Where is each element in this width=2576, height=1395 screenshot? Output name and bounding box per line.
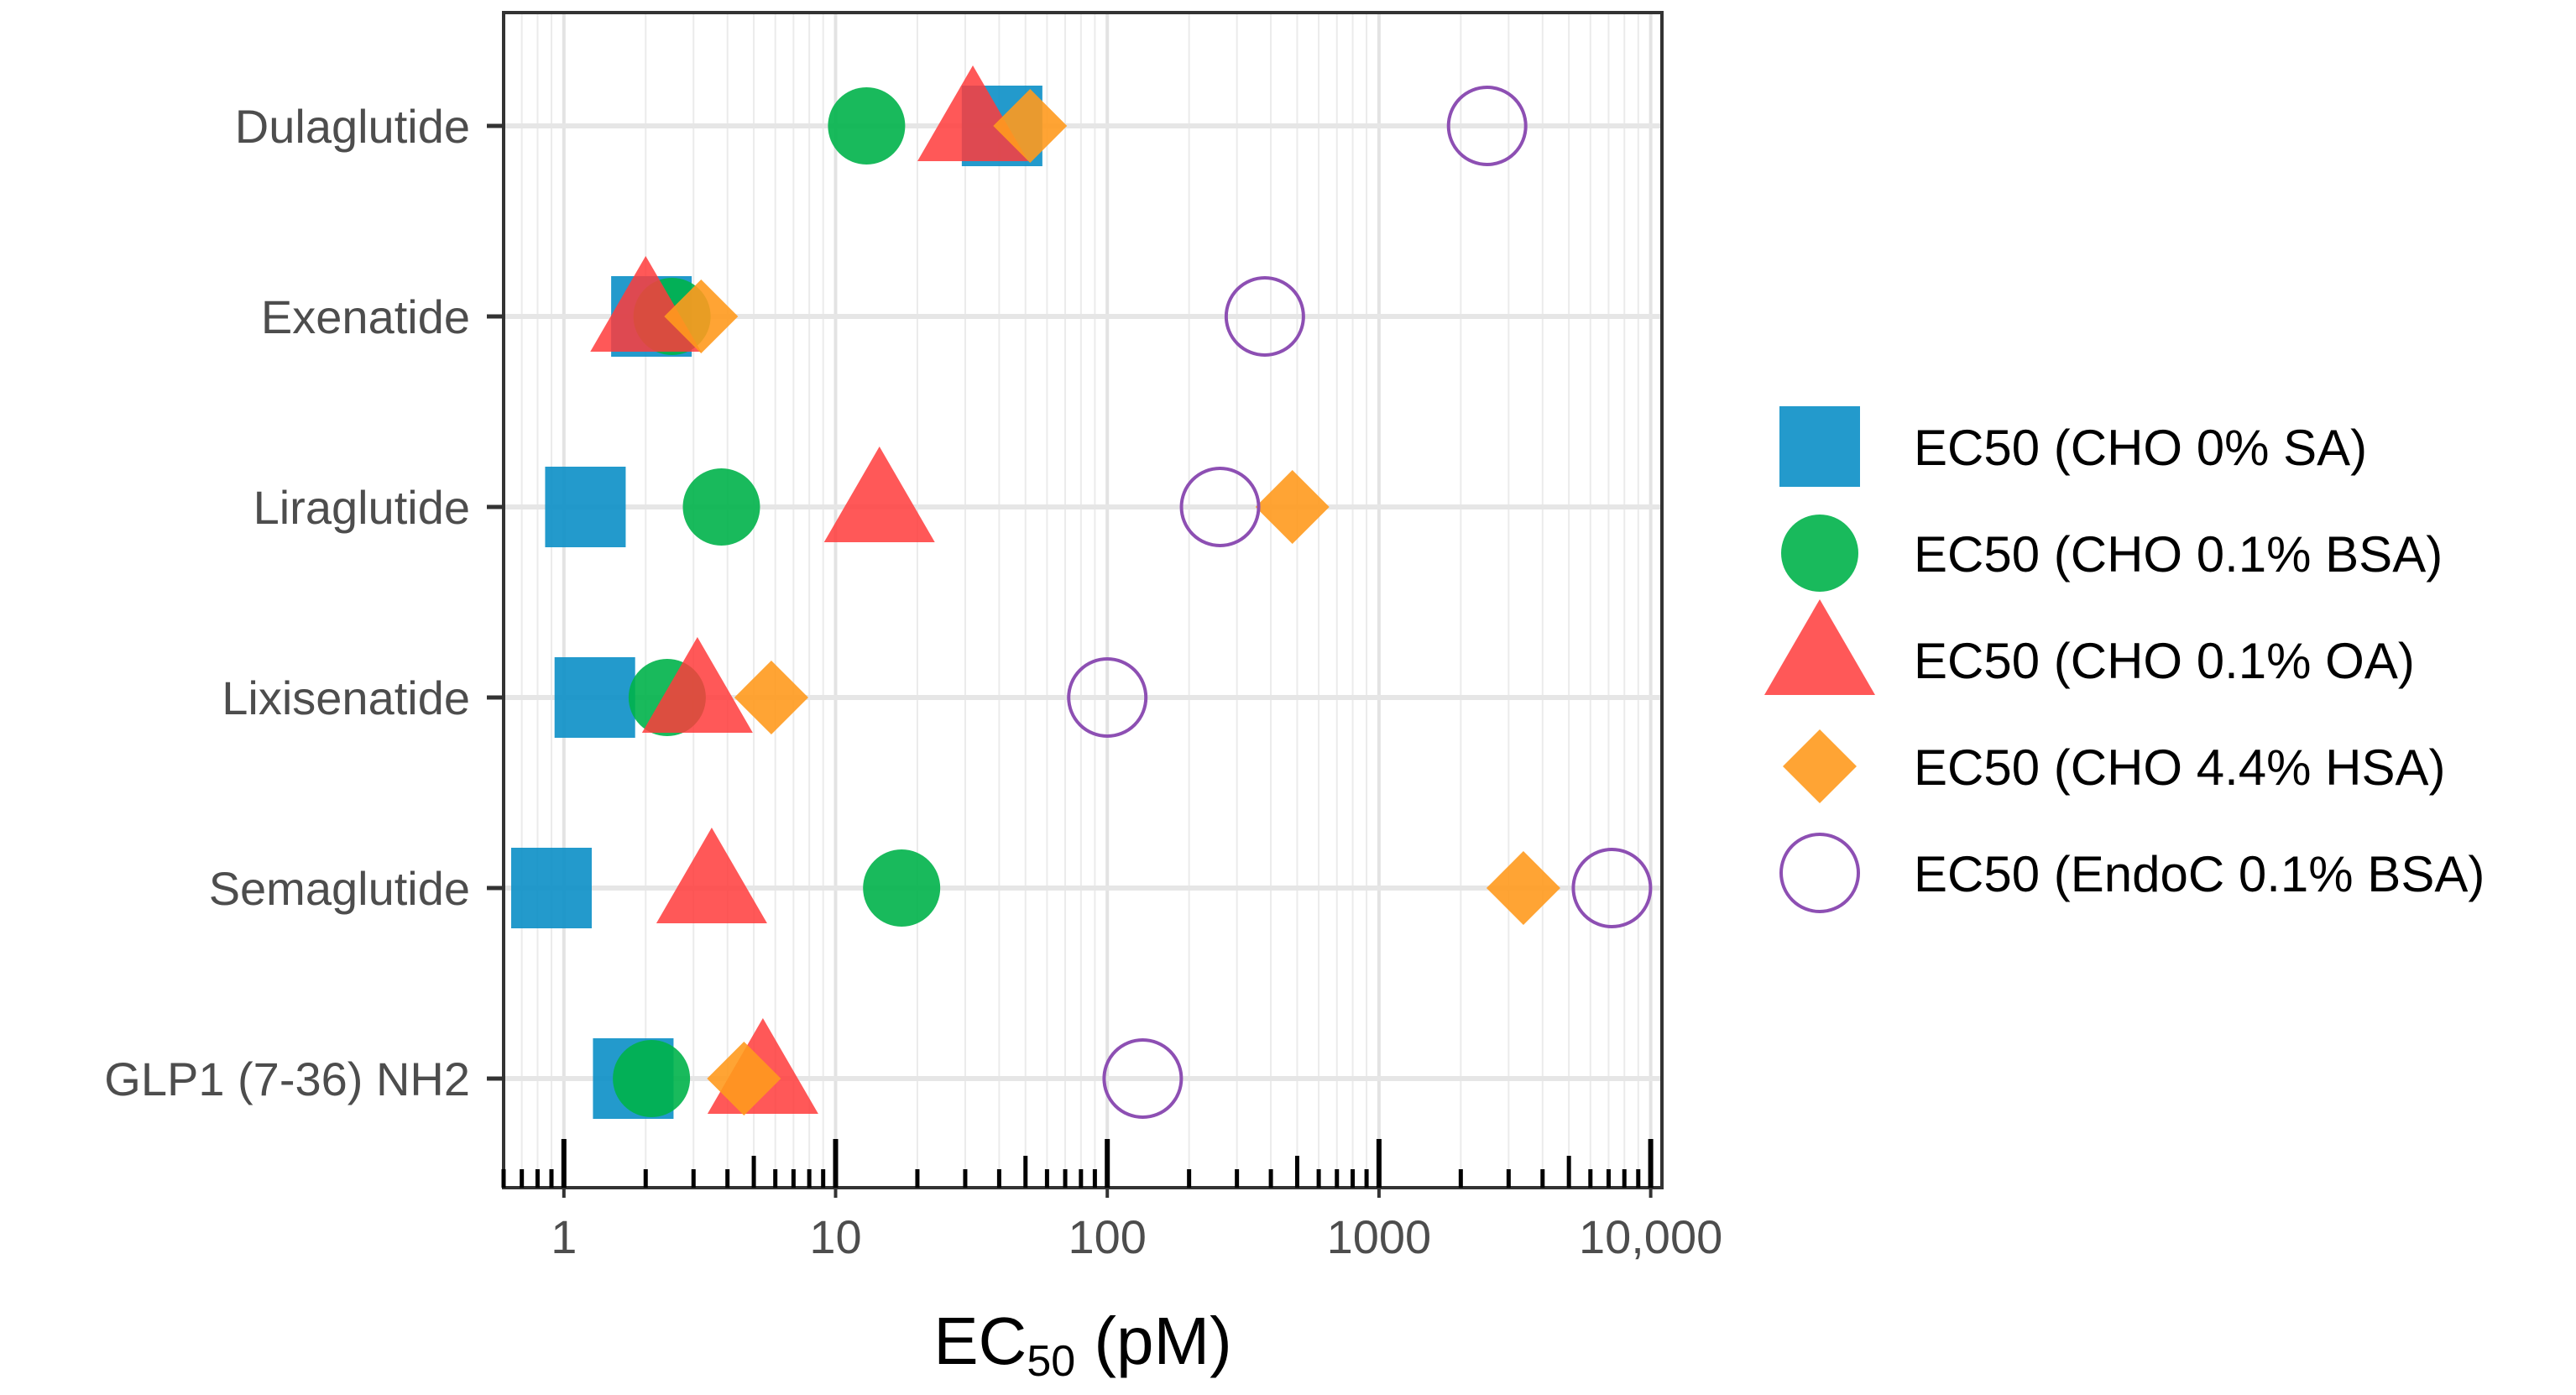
legend-key-circle bbox=[1779, 833, 1860, 913]
legend-key-diamond bbox=[1783, 729, 1857, 803]
data-point-circle bbox=[1102, 1038, 1183, 1119]
data-point-circle bbox=[1067, 657, 1148, 738]
data-point-circle bbox=[613, 1040, 691, 1117]
data-point-diamond bbox=[1255, 470, 1330, 544]
data-marks bbox=[511, 65, 1653, 1119]
axes-layer: 1 10 100 1000 10,000 bbox=[487, 123, 1722, 1263]
legend-item: EC50 (CHO 4.4% HSA) bbox=[1783, 729, 2446, 803]
data-point-diamond bbox=[707, 1042, 781, 1115]
category-label: Dulaglutide bbox=[235, 100, 470, 153]
data-point-diamond bbox=[1486, 851, 1560, 925]
data-point-square bbox=[511, 848, 593, 928]
data-point-triangle bbox=[656, 828, 767, 923]
x-tick-label: 10,000 bbox=[1579, 1210, 1722, 1263]
legend-label: EC50 (CHO 0% SA) bbox=[1914, 420, 2367, 476]
legend-key-circle bbox=[1781, 515, 1858, 592]
data-point-circle bbox=[682, 468, 760, 546]
data-point-triangle bbox=[917, 65, 1029, 161]
data-point-triangle bbox=[641, 637, 753, 733]
data-point-diamond bbox=[734, 661, 808, 734]
category-label: Lixisenatide bbox=[222, 671, 470, 724]
legend-item: EC50 (EndoC 0.1% BSA) bbox=[1779, 833, 2485, 913]
x-tick-label: 10 bbox=[809, 1210, 861, 1263]
category-label: Exenatide bbox=[261, 290, 470, 343]
legend-key-triangle bbox=[1764, 599, 1875, 695]
data-point-triangle bbox=[590, 256, 702, 352]
data-point-circle bbox=[1179, 467, 1261, 547]
legend-key-square bbox=[1779, 406, 1860, 487]
data-point-circle bbox=[1446, 86, 1528, 166]
data-point-square bbox=[545, 467, 626, 547]
data-point-diamond bbox=[664, 280, 739, 353]
legend: EC50 (CHO 0% SA) EC50 (CHO 0.1% BSA) EC50 … bbox=[1764, 406, 2485, 913]
plot-panel-border bbox=[502, 11, 1664, 1189]
legend-item: EC50 (CHO 0% SA) bbox=[1779, 406, 2367, 487]
x-axis-title: EC50 (pM) bbox=[933, 1304, 1232, 1386]
series-group bbox=[511, 86, 1042, 1119]
series-group bbox=[613, 87, 941, 1117]
legend-item: EC50 (CHO 0.1% OA) bbox=[1764, 599, 2415, 695]
data-point-diamond bbox=[993, 89, 1068, 163]
data-point-circle bbox=[828, 87, 906, 165]
series-group bbox=[590, 65, 1029, 1114]
legend-label: EC50 (CHO 0.1% BSA) bbox=[1914, 526, 2443, 583]
x-tick-label: 1 bbox=[551, 1210, 577, 1263]
series-group bbox=[664, 89, 1560, 1115]
x-axis-title-subscript: 50 bbox=[1027, 1337, 1075, 1386]
data-point-triangle bbox=[823, 447, 935, 542]
data-point-circle bbox=[863, 849, 941, 927]
legend-label: EC50 (CHO 4.4% HSA) bbox=[1914, 739, 2446, 796]
x-tick-label: 1000 bbox=[1327, 1210, 1432, 1263]
category-labels: Dulaglutide Exenatide Liraglutide Lixisenat… bbox=[104, 100, 470, 1105]
x-tick-label: 100 bbox=[1068, 1210, 1146, 1263]
legend-item: EC50 (CHO 0.1% BSA) bbox=[1781, 515, 2443, 592]
data-point-circle bbox=[1571, 848, 1653, 928]
grid-layer bbox=[503, 13, 1662, 1188]
category-label: Semaglutide bbox=[209, 862, 470, 915]
data-point-square bbox=[554, 657, 635, 738]
series-group bbox=[1067, 86, 1653, 1119]
data-point-circle bbox=[1224, 276, 1305, 357]
legend-label: EC50 (CHO 0.1% OA) bbox=[1914, 633, 2415, 689]
legend-label: EC50 (EndoC 0.1% BSA) bbox=[1914, 846, 2485, 902]
category-label: Liraglutide bbox=[253, 481, 470, 534]
category-label: GLP1 (7-36) NH2 bbox=[104, 1053, 470, 1105]
